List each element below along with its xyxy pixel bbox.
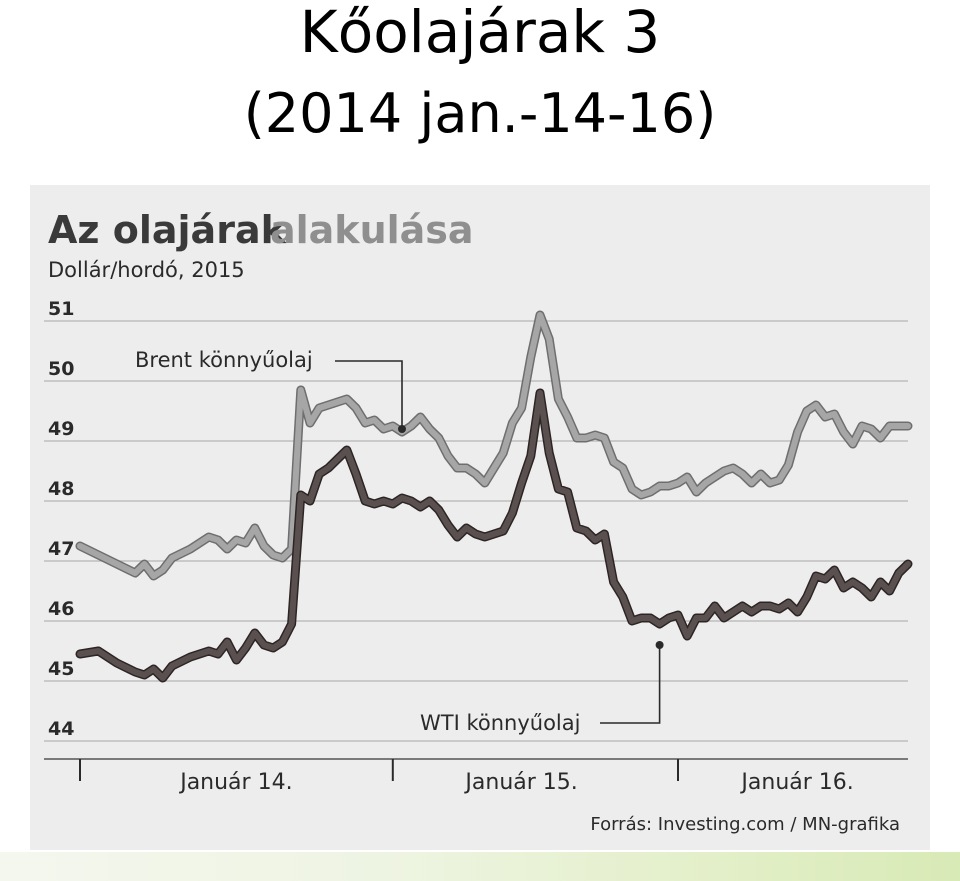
series-annotations: Brent könnyűolaj WTI könnyűolaj: [135, 348, 664, 735]
y-tick-label: 45: [48, 658, 74, 680]
x-tick-label: Január 14.: [178, 770, 292, 795]
slide-title: Kőolajárak 3: [299, 0, 661, 66]
brent-leader-dot: [398, 425, 406, 433]
x-tick-label: Január 16.: [739, 770, 853, 795]
y-tick-label: 51: [48, 298, 74, 320]
y-tick-label: 46: [48, 598, 74, 620]
wti-series-label: WTI könnyűolaj: [420, 711, 580, 735]
chart-title-part1: Az olajárak: [48, 208, 287, 252]
slide-bottom-decoration: [0, 852, 960, 881]
y-tick-label: 44: [48, 718, 74, 740]
series-lines: [75, 310, 913, 683]
newspaper-chart-clipping: Az olajárak alakulása Dollár/hordó, 2015…: [30, 185, 930, 850]
oil-price-chart: Az olajárak alakulása Dollár/hordó, 2015…: [44, 208, 913, 835]
y-tick-label: 48: [48, 478, 74, 500]
brent-leader-line: [335, 360, 403, 429]
chart-title-part2: alakulása: [270, 208, 474, 252]
chart-headline: Az olajárak alakulása: [48, 208, 474, 252]
slide-subtitle: (2014 jan.-14-16): [243, 82, 717, 145]
chart-source: Forrás: Investing.com / MN-grafika: [590, 814, 900, 835]
x-axis: Január 14. Január 15. Január 16.: [44, 758, 908, 795]
y-tick-label: 50: [48, 358, 74, 380]
series-line: [77, 390, 911, 681]
x-tick-label: Január 15.: [463, 770, 577, 795]
series-line: [77, 312, 911, 579]
brent-series-label: Brent könnyűolaj: [135, 348, 313, 372]
wti-leader-line: [600, 645, 661, 724]
grid-lines: [44, 320, 908, 742]
y-tick-label: 47: [48, 538, 74, 560]
wti-leader-dot: [655, 641, 664, 649]
chart-unit-label: Dollár/hordó, 2015: [48, 258, 245, 282]
y-axis-ticks: 51 50 49 48 47 46 45 44: [48, 298, 74, 740]
y-tick-label: 49: [48, 418, 74, 440]
